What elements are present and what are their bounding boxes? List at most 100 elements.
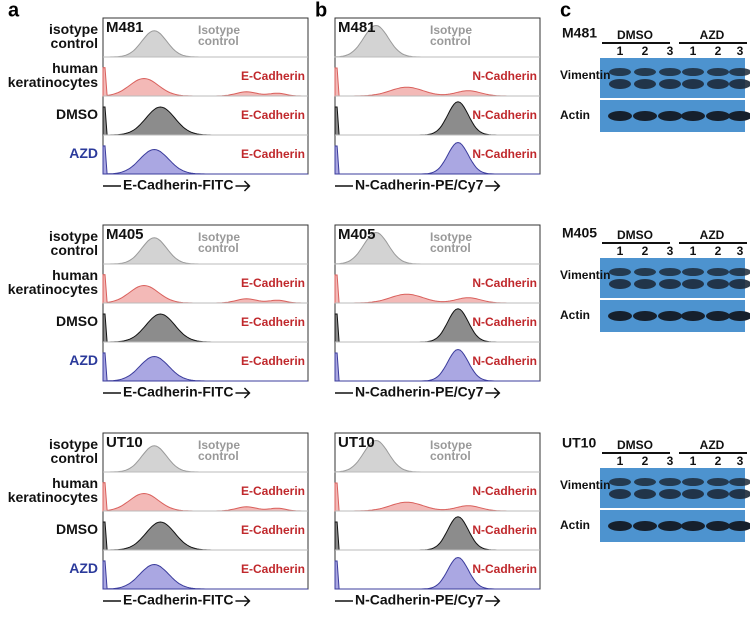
marker-label: E-Cadherin (241, 147, 305, 161)
band (659, 478, 681, 486)
lane-label: 2 (642, 454, 649, 468)
band (633, 111, 657, 121)
blot (600, 258, 745, 298)
band (609, 279, 631, 289)
band (609, 268, 631, 276)
group-label: AZD (700, 28, 725, 42)
isotype-label: Isotype (430, 23, 472, 37)
axis-label: E-Cadherin-FITC (123, 177, 233, 193)
lane-label: 2 (715, 454, 722, 468)
lane-label: 1 (690, 244, 697, 258)
band (682, 268, 704, 276)
cell-line: UT10 (106, 434, 143, 451)
isotype-label: control (198, 449, 239, 463)
band (707, 268, 729, 276)
row-label: control (51, 35, 98, 51)
band (634, 279, 656, 289)
marker-label: E-Cadherin (241, 108, 305, 122)
lane-label: 3 (737, 454, 744, 468)
lane-label: 2 (715, 244, 722, 258)
lane-label: 3 (737, 244, 744, 258)
row-label: human (52, 60, 98, 76)
band (682, 279, 704, 289)
cell-line: M405 (106, 226, 144, 243)
band (707, 489, 729, 499)
marker-label: E-Cadherin (241, 562, 305, 576)
band (728, 111, 750, 121)
marker-label: N-Cadherin (472, 108, 537, 122)
protein-label: Actin (560, 108, 590, 122)
group-label: AZD (700, 438, 725, 452)
lane-label: 3 (667, 44, 674, 58)
row-label: control (51, 242, 98, 258)
band (609, 79, 631, 89)
marker-label: E-Cadherin (241, 276, 305, 290)
axis-label: N-Cadherin-PE/Cy7 (355, 384, 484, 400)
isotype-label: control (430, 34, 471, 48)
band (682, 68, 704, 76)
protein-label: Vimentin (560, 68, 610, 82)
lane-label: 2 (642, 44, 649, 58)
band (658, 111, 682, 121)
row-label: AZD (69, 352, 98, 368)
group-label: DMSO (617, 228, 653, 242)
row-label: AZD (69, 145, 98, 161)
axis-label: N-Cadherin-PE/Cy7 (355, 177, 484, 193)
band (707, 478, 729, 486)
isotype-label: control (430, 241, 471, 255)
marker-label: N-Cadherin (472, 69, 537, 83)
band (706, 111, 730, 121)
blot-cell-line: M405 (562, 225, 597, 241)
marker-label: N-Cadherin (472, 484, 537, 498)
marker-label: E-Cadherin (241, 354, 305, 368)
protein-label: Vimentin (560, 268, 610, 282)
band (707, 79, 729, 89)
band (608, 521, 632, 531)
row-label: DMSO (56, 313, 98, 329)
row-label: DMSO (56, 521, 98, 537)
row-label: isotype (49, 228, 98, 244)
row-label: human (52, 475, 98, 491)
band (729, 478, 750, 486)
marker-label: N-Cadherin (472, 562, 537, 576)
panel-label: a (8, 0, 20, 21)
row-label: isotype (49, 21, 98, 37)
band (681, 311, 705, 321)
band (634, 68, 656, 76)
isotype-label: control (198, 34, 239, 48)
axis-arrow (235, 387, 251, 399)
histogram (334, 141, 540, 175)
cell-line: UT10 (338, 434, 375, 451)
band (729, 79, 750, 89)
band (608, 111, 632, 121)
isotype-label: Isotype (198, 230, 240, 244)
lane-label: 2 (642, 244, 649, 258)
lane-label: 3 (737, 44, 744, 58)
row-label: isotype (49, 436, 98, 452)
band (659, 79, 681, 89)
row-label: human (52, 267, 98, 283)
marker-label: E-Cadherin (241, 523, 305, 537)
isotype-label: Isotype (198, 438, 240, 452)
lane-label: 3 (667, 454, 674, 468)
band (729, 279, 750, 289)
histogram (102, 352, 308, 382)
axis-arrow (235, 180, 251, 192)
lane-label: 1 (690, 44, 697, 58)
isotype-label: control (198, 241, 239, 255)
marker-label: E-Cadherin (241, 69, 305, 83)
band (682, 478, 704, 486)
band (659, 68, 681, 76)
band (659, 268, 681, 276)
band (633, 521, 657, 531)
marker-label: E-Cadherin (241, 315, 305, 329)
histogram (334, 348, 540, 382)
marker-label: N-Cadherin (472, 354, 537, 368)
blot (600, 58, 745, 98)
band (659, 489, 681, 499)
marker-label: N-Cadherin (472, 315, 537, 329)
isotype-label: Isotype (198, 23, 240, 37)
cell-line: M481 (338, 19, 376, 36)
band (634, 79, 656, 89)
